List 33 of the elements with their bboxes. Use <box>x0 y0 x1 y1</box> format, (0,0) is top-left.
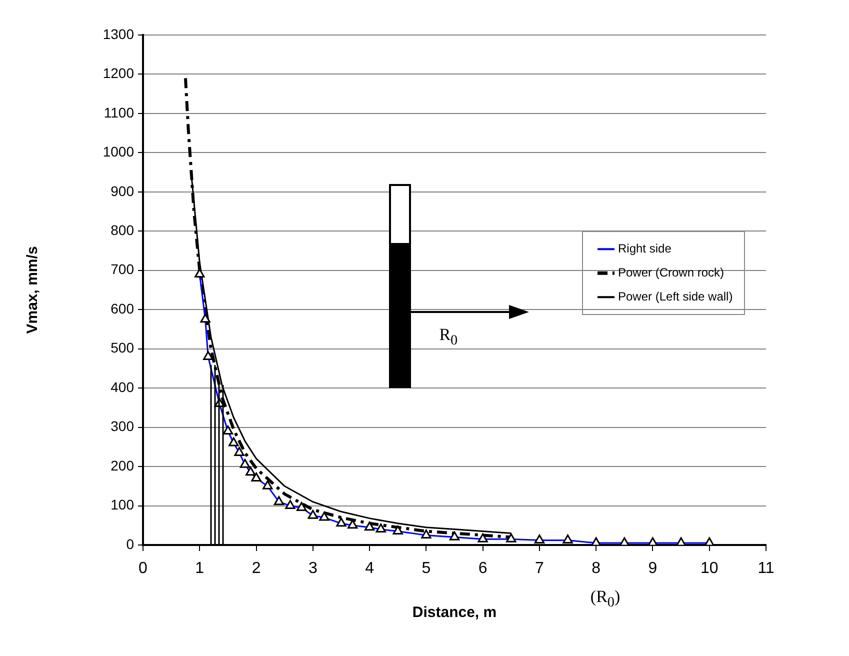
y-tick-label: 900 <box>110 182 134 199</box>
x-tick-label: 6 <box>478 560 488 578</box>
y-tick-label: 1200 <box>102 65 134 82</box>
y-tick-label: 600 <box>110 300 134 316</box>
x-tick-label: 9 <box>648 560 658 578</box>
x-tick-label: 7 <box>535 560 544 578</box>
y-tick-label: 100 <box>110 496 134 513</box>
y-tick-label: 300 <box>110 418 134 434</box>
x-tick-label: 3 <box>308 560 318 578</box>
legend-label: Right side <box>618 241 672 256</box>
text: (R$_{0}$) <box>590 587 620 612</box>
y-tick-label: 400 <box>110 378 134 395</box>
x-axis-title: Distance, m <box>412 604 497 622</box>
x-tick-label: 8 <box>592 560 601 578</box>
x-tick-label: 5 <box>422 560 431 578</box>
x-tick-label: 1 <box>195 560 204 578</box>
x-tick-label: 11 <box>758 560 774 578</box>
y-tick-label: 700 <box>110 261 134 278</box>
legend-label: Power (Crown rock) <box>618 265 724 280</box>
x-tick-label: 0 <box>138 560 148 578</box>
y-tick-label: 1000 <box>102 144 134 160</box>
annotation: R$_{0}$ <box>439 325 458 350</box>
x-tick-label: 2 <box>252 560 261 578</box>
y-tick-label: 1300 <box>102 26 134 42</box>
y-tick-label: 500 <box>110 340 134 356</box>
y-axis-title: Vmax, mm/s <box>24 246 42 334</box>
legend-label: Power (Left side wall) <box>618 289 733 304</box>
x-tick-label: 4 <box>365 560 374 578</box>
y-tick-label: 0 <box>126 536 134 552</box>
x-tick-label: 10 <box>700 560 718 578</box>
y-tick-label: 1100 <box>104 104 134 120</box>
y-tick-label: 200 <box>110 457 134 474</box>
y-tick-label: 800 <box>110 222 134 238</box>
